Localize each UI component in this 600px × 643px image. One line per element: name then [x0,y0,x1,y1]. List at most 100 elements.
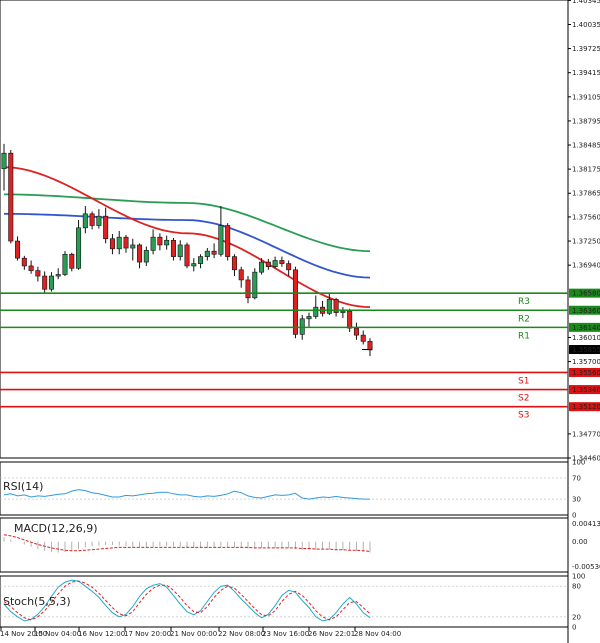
moving-average-line [3,166,371,308]
stoch-panel-frame [0,575,569,628]
candle-body [35,270,41,277]
price-tick-label: 1.34460 [572,455,600,463]
candle-body [177,244,183,257]
support-price-label: 1.35560 [572,369,600,377]
candle-body [340,310,346,313]
candle-body [231,256,237,271]
candle-body [265,261,271,268]
moving-average-line [4,193,371,253]
support-label: S2 [518,394,529,404]
candle-body [238,269,244,281]
candle-body [69,253,75,269]
macd-panel-frame [0,517,569,573]
support-price-label: 1.35120 [572,403,600,411]
candle-body [272,260,278,268]
x-tick-label: 23 Nov 16:00 [262,630,309,638]
support-price-tag [569,402,600,412]
price-tick-label: 1.37250 [572,238,600,246]
candle-body [103,215,109,240]
candle-body [109,238,115,250]
support-price-label: 1.35340 [572,386,600,394]
candle-body [1,152,7,170]
candle-body [306,316,312,320]
x-tick-label: 17 Nov 20:00 [124,630,171,638]
price-tick-label: 1.35700 [572,358,600,366]
x-tick-label: 15 Nov 04:00 [34,630,81,638]
x-tick-label: 16 Nov 12:00 [78,630,125,638]
rsi-line [3,489,370,500]
candle-body [170,239,176,257]
stoch-signal-line [3,580,371,621]
candle-body [347,310,353,329]
price-tick-label: 1.40035 [572,21,600,29]
resistance-price-tag [569,305,600,315]
macd-signal-line [3,534,371,552]
price-tick-label: 1.40345 [572,0,600,5]
candle-body [76,227,82,269]
candle-body [198,256,204,264]
rsi-tick-label: 30 [572,496,581,504]
stoch-main-line [3,579,371,622]
candle-body [15,240,21,259]
resistance-label: R2 [518,314,530,324]
rsi-panel-frame [0,461,569,516]
macd-tick-label: 0.004136 [572,520,600,528]
candle-body [204,250,210,257]
price-tick-label: 1.39415 [572,69,600,77]
support-price-tag [569,385,600,395]
price-tick-label: 1.36940 [572,262,600,270]
macd-label: MACD(12,26,9) [14,522,98,535]
moving-average-line [3,212,371,279]
x-tick-label: 22 Nov 08:00 [218,630,265,638]
x-tick-label: 28 Nov 04:00 [354,630,401,638]
rsi-tick-label: 70 [572,474,581,482]
price-tick-label: 1.37560 [572,213,600,221]
candle-body [353,327,359,336]
x-tick-label: 14 Nov 20:00 [0,630,47,638]
candle-body [89,213,95,226]
candle-body [48,275,54,290]
resistance-price-tag [569,322,600,332]
rsi-tick-label: 100 [572,459,585,467]
candle-body [164,239,170,246]
support-label: S3 [518,411,529,421]
candle-body [333,299,339,313]
candle-body [218,225,224,255]
rsi-tick-label: 0 [572,512,576,520]
support-label: S1 [518,376,529,386]
price-tick-label: 1.39725 [572,45,600,53]
price-tick-label: 1.38795 [572,117,600,125]
stoch-tick-label: 0 [572,624,576,632]
candle-body [137,244,143,263]
candle-body [21,257,27,267]
candle-body [326,299,332,314]
candle-body [96,215,102,226]
candle-body [367,341,373,351]
resistance-label: R1 [518,331,530,341]
resistance-price-tag [569,288,600,298]
x-tick-label: 26 Nov 22:01 [308,630,355,638]
candle-body [62,253,68,275]
candle-body [150,236,156,251]
price-tick-label: 1.38175 [572,166,600,174]
candle-body [225,225,231,257]
resistance-price-label: 1.36140 [572,324,600,332]
candle-body [8,152,14,242]
candle-body [252,271,258,299]
stoch-label: Stoch(5,5,3) [3,595,71,608]
candle-body [259,261,265,273]
current-price-tag [569,345,600,355]
candle-body [313,306,319,317]
candle-body [82,213,88,229]
stoch-tick-label: 100 [572,573,585,581]
price-tick-label: 1.38485 [572,142,600,150]
candle-body [292,269,298,335]
candle-body [28,265,34,271]
candle-body [211,250,217,255]
resistance-price-label: 1.36360 [572,307,600,315]
candle-body [279,260,285,264]
candle-body [360,334,366,342]
price-tick-label: 1.39105 [572,93,600,101]
